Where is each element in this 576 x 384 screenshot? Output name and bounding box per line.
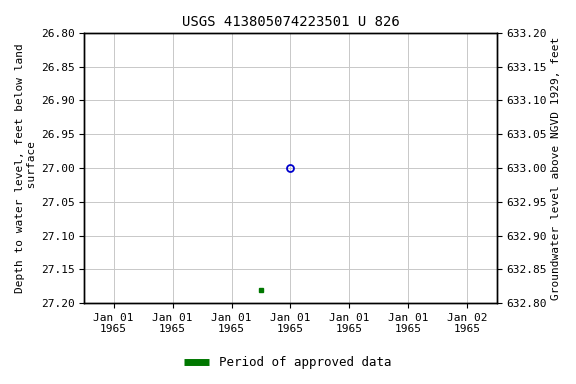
Y-axis label: Depth to water level, feet below land
 surface: Depth to water level, feet below land su… [15, 43, 37, 293]
Title: USGS 413805074223501 U 826: USGS 413805074223501 U 826 [181, 15, 399, 29]
Y-axis label: Groundwater level above NGVD 1929, feet: Groundwater level above NGVD 1929, feet [551, 36, 561, 300]
Legend: Period of approved data: Period of approved data [179, 351, 397, 374]
